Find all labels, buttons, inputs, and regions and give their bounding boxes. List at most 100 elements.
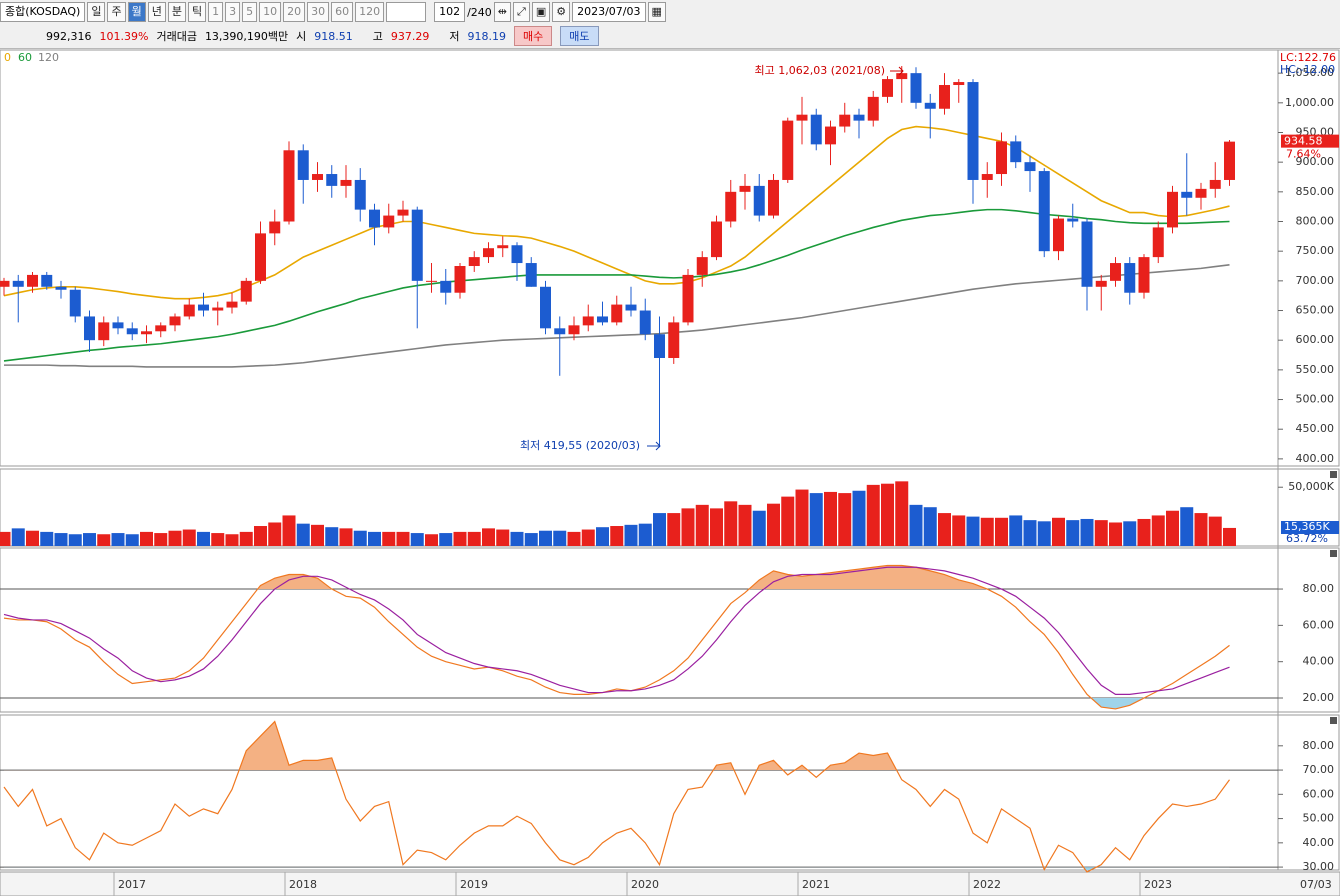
candle-body (668, 322, 680, 358)
volume-bar (197, 531, 210, 546)
candle-body (1181, 191, 1193, 198)
candle-body (126, 328, 138, 335)
volume-bar (1151, 515, 1165, 546)
volume-ratio-label: 63.72% (1286, 532, 1328, 545)
volume-bar (1037, 521, 1051, 546)
candle-body (141, 331, 152, 335)
candle-body (169, 316, 181, 326)
volume-bar (254, 526, 267, 546)
y-tick-label: 500.00 (1296, 393, 1335, 406)
volume-bar (1109, 522, 1122, 546)
candle-body (112, 322, 124, 329)
y-tick-label: 50.00 (1303, 812, 1335, 825)
x-tick-label: 2020 (631, 878, 659, 891)
legend-entry: 120 (38, 51, 59, 64)
volume-bar (624, 524, 638, 546)
volume-bar (667, 513, 681, 546)
tool[interactable]: ⤢ (513, 2, 530, 22)
lc-label: LC:122.76 (1280, 51, 1336, 64)
volume-bar (995, 517, 1008, 546)
minute[interactable]: 60 (331, 2, 354, 22)
candle-body (796, 114, 808, 121)
candle-body (397, 209, 409, 216)
candle-body (1224, 141, 1235, 180)
period[interactable]: 주 (107, 2, 126, 22)
zone-fill (257, 565, 988, 590)
market-select[interactable]: 종합(KOSDAQ) (0, 2, 86, 22)
candle-body (753, 185, 765, 216)
x-tick-label: 2018 (289, 878, 317, 891)
period[interactable]: 년 (147, 2, 166, 22)
volume-bar (596, 527, 609, 546)
volume-bar (638, 523, 652, 546)
high: 937.29 (390, 29, 430, 43)
y-tick-label: 20.00 (1303, 691, 1335, 704)
candle-body (1138, 257, 1150, 293)
candle-body (939, 85, 950, 109)
volume-bar (966, 516, 980, 546)
amount: 13,390,190백만 (204, 30, 289, 43)
volume-bar (524, 533, 538, 546)
volume-bar (1180, 507, 1194, 546)
volume-bar (852, 490, 866, 546)
candle-body (411, 209, 423, 281)
date[interactable]: 2023/07/03 (572, 2, 646, 22)
candle-body (910, 73, 922, 103)
volume-bar (97, 534, 111, 546)
change-label: 7.64% (1286, 148, 1321, 161)
candle-body (810, 114, 822, 145)
tool[interactable]: ⚙ (552, 2, 571, 22)
candle-body (825, 126, 836, 145)
volume: 992,316 (46, 29, 92, 43)
candle-body (611, 304, 623, 323)
volume-bar (952, 515, 966, 546)
period[interactable]: 틱 (187, 2, 207, 22)
candle-body (183, 304, 195, 317)
volume-bar (1137, 518, 1151, 546)
candle-body (55, 286, 67, 290)
volume-bar (567, 531, 581, 546)
sell-button[interactable]: 매도 (560, 26, 599, 46)
volume-bar (268, 522, 282, 546)
candle-body (768, 179, 779, 216)
volume-bar (368, 531, 381, 546)
minute[interactable]: 120 (355, 2, 385, 22)
minute[interactable]: 30 (307, 2, 330, 22)
candle-body (340, 179, 352, 186)
minute[interactable]: 20 (283, 2, 306, 22)
combo[interactable] (386, 2, 427, 22)
volume-bar (325, 527, 339, 546)
candle-body (1081, 221, 1093, 287)
minute[interactable]: 10 (259, 2, 282, 22)
zone-fill (4, 867, 1230, 870)
candle-body (1024, 162, 1036, 172)
y-tick-label: 40.00 (1303, 836, 1335, 849)
x-axis-end-label: 07/03 (1300, 878, 1332, 891)
period[interactable]: 월 (127, 2, 146, 22)
volume-bar (54, 533, 68, 546)
minute[interactable]: 5 (242, 2, 258, 22)
candle-body (440, 280, 452, 293)
candle-body (682, 274, 694, 323)
buy-button[interactable]: 매수 (514, 26, 553, 46)
period[interactable]: 분 (167, 2, 186, 22)
calendar[interactable]: ▦ (647, 2, 666, 22)
tool[interactable]: ⇹ (493, 2, 512, 22)
volume-bar (239, 531, 253, 546)
volume-bar (695, 504, 709, 546)
volume-bar (1094, 520, 1108, 546)
candle-body (782, 120, 794, 180)
candle-body (41, 274, 53, 287)
minute[interactable]: 1 (208, 2, 224, 22)
minute[interactable]: 3 (225, 2, 241, 22)
candle-body (1067, 218, 1079, 222)
tool[interactable]: ▣ (531, 2, 551, 22)
candle-body (924, 102, 936, 109)
volume-bar (510, 531, 524, 546)
x-axis-band (0, 871, 1340, 896)
count[interactable]: 102 (434, 2, 466, 22)
volume-bar (453, 531, 467, 546)
y-tick-label: 900.00 (1296, 155, 1335, 168)
period[interactable]: 일 (87, 2, 106, 22)
candle-body (525, 263, 537, 287)
